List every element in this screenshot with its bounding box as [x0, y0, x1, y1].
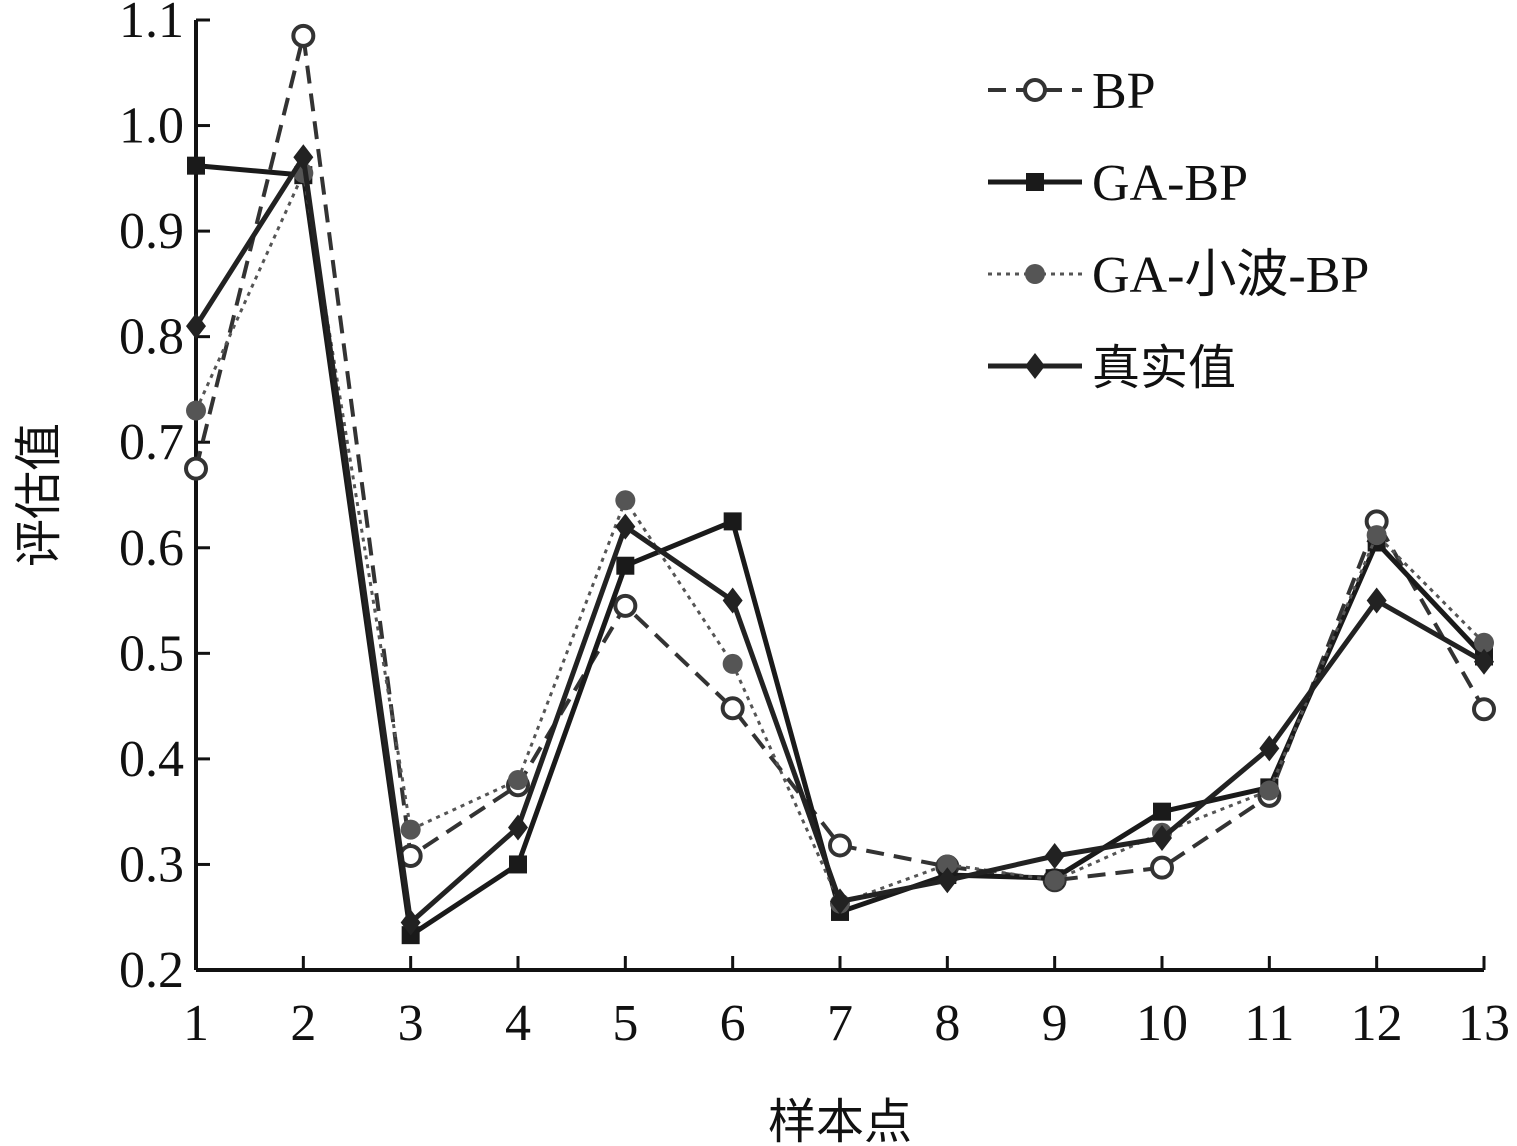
data-point — [1474, 632, 1494, 653]
data-point — [187, 156, 205, 175]
y-tick-label: 0.4 — [119, 731, 184, 788]
data-point — [615, 490, 636, 511]
y-tick-label: 0.7 — [119, 414, 184, 471]
data-point — [1044, 870, 1065, 891]
y-tick-label: 0.8 — [119, 309, 184, 366]
data-point — [613, 593, 638, 618]
data-point — [1259, 780, 1280, 801]
data-point — [937, 854, 958, 875]
legend-marker — [1023, 78, 1047, 102]
data-point — [400, 909, 421, 936]
x-axis-title: 样本点 — [768, 1094, 912, 1146]
legend-label: GA-小波-BP — [1092, 247, 1369, 304]
legend-label: 真实值 — [1092, 340, 1236, 396]
x-tick-label: 6 — [720, 995, 746, 1052]
x-tick-label: 10 — [1136, 995, 1188, 1052]
x-tick-label: 4 — [505, 995, 531, 1052]
axes: 0.20.30.40.50.60.70.80.91.01.11 2 3 4 5 6 7 8 9 1… — [119, 0, 1510, 1052]
data-point — [400, 819, 421, 840]
y-tick-label: 0.5 — [119, 625, 184, 682]
legend-entry: 真实值 — [988, 340, 1236, 396]
data-point — [722, 587, 743, 614]
y-tick-label: 0.6 — [119, 520, 184, 577]
legend-entry: GA-BP — [988, 155, 1248, 212]
data-point — [830, 888, 850, 915]
legend-entry: GA-小波-BP — [988, 247, 1369, 304]
x-tick-label: 13 — [1458, 995, 1510, 1052]
y-tick-label: 0.9 — [119, 203, 184, 260]
y-tick-label: 1.1 — [119, 0, 184, 49]
legend: BP GA-BP GA-小波-BP 真实值 — [988, 63, 1369, 396]
y-tick-label: 0.3 — [119, 836, 184, 893]
x-tick-label: 5 — [612, 995, 638, 1052]
x-tick-label: 8 — [934, 995, 960, 1052]
x-tick-label: 9 — [1042, 995, 1068, 1052]
data-point — [1366, 587, 1387, 614]
data-point — [186, 313, 206, 340]
x-tick-label: 12 — [1351, 995, 1403, 1052]
data-point — [722, 653, 743, 674]
data-point — [509, 855, 527, 874]
x-tick-label: 11 — [1244, 995, 1294, 1052]
y-axis-title: 评估值 — [11, 423, 67, 567]
data-point — [186, 400, 206, 421]
data-point — [291, 23, 316, 48]
x-tick-label: 3 — [398, 995, 424, 1052]
data-point — [720, 696, 745, 721]
y-tick-label: 1.0 — [119, 98, 184, 155]
data-point — [1472, 697, 1496, 722]
data-point — [508, 770, 528, 790]
legend-entry: BP — [988, 63, 1156, 120]
legend-label: GA-BP — [1092, 155, 1248, 212]
x-tick-label: 2 — [290, 995, 316, 1052]
data-point — [1259, 735, 1280, 762]
data-point — [1474, 648, 1494, 675]
series-group — [184, 23, 1496, 893]
data-point — [828, 833, 852, 858]
x-tick-label: 7 — [827, 995, 853, 1052]
data-point — [184, 456, 208, 481]
legend-marker — [1026, 173, 1044, 191]
data-point — [937, 867, 958, 894]
y-tick-label: 0.2 — [119, 942, 184, 999]
legend-marker — [1025, 353, 1045, 379]
data-point — [616, 556, 635, 575]
x-tick-label: 1 — [183, 995, 209, 1052]
legend-marker — [1025, 264, 1045, 284]
series-group — [186, 144, 1494, 936]
series-layer — [184, 23, 1496, 945]
data-point — [1152, 825, 1172, 852]
data-point — [723, 512, 742, 531]
data-point — [293, 144, 314, 171]
data-point — [1044, 843, 1065, 869]
data-point — [615, 513, 636, 540]
data-point — [1150, 855, 1174, 880]
data-point — [508, 814, 528, 841]
data-point — [1366, 525, 1387, 546]
legend-label: BP — [1092, 63, 1156, 120]
data-point — [1153, 802, 1171, 821]
